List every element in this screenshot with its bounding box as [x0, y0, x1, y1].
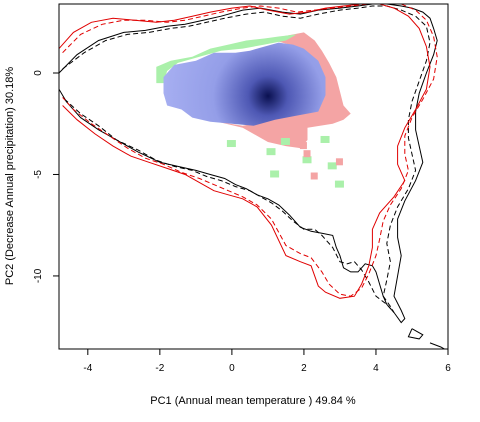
envelope-line-6 — [429, 342, 446, 349]
x-tick-label: 0 — [229, 363, 235, 374]
expansion-spot — [302, 156, 312, 164]
plot-frame — [58, 3, 449, 350]
x-tick-label: 2 — [301, 363, 307, 374]
y-axis: 0 -5 -10 — [33, 70, 59, 283]
x-tick-label: -2 — [155, 363, 164, 374]
envelope-line-2 — [62, 5, 431, 313]
expansion-spot — [270, 170, 280, 178]
expansion-region — [156, 34, 297, 84]
y-tick-label: -10 — [33, 268, 44, 283]
expansion-spot — [320, 135, 330, 143]
envelope-line-5 — [407, 328, 424, 340]
expansion-spot — [334, 180, 344, 188]
niche-regions — [156, 32, 351, 188]
unfilling-spot — [335, 158, 343, 166]
density-region — [163, 42, 326, 126]
envelope-line-1 — [59, 4, 438, 324]
envelope-line-3 — [59, 4, 431, 299]
x-axis: -4 -2 0 2 4 6 — [83, 349, 451, 374]
y-tick-label: -5 — [33, 170, 44, 179]
expansion-spot — [327, 162, 337, 170]
y-axis-title: PC2 (Decrease Annual precipitation) 30.1… — [4, 67, 16, 286]
expansion-spot — [266, 148, 276, 156]
x-tick-label: -4 — [83, 363, 92, 374]
unfilling-spot — [310, 172, 318, 180]
x-tick-label: 4 — [373, 363, 379, 374]
expansion-spot — [280, 138, 290, 145]
x-tick-label: 6 — [445, 363, 451, 374]
expansion-spot — [226, 140, 236, 148]
unfilling-spot — [303, 150, 311, 158]
y-tick-label: 0 — [33, 70, 44, 76]
envelope-lines — [59, 4, 446, 349]
unfilling-spot — [299, 142, 307, 150]
x-axis-title: PC1 (Annual mean temperature ) 49.84 % — [150, 395, 356, 407]
